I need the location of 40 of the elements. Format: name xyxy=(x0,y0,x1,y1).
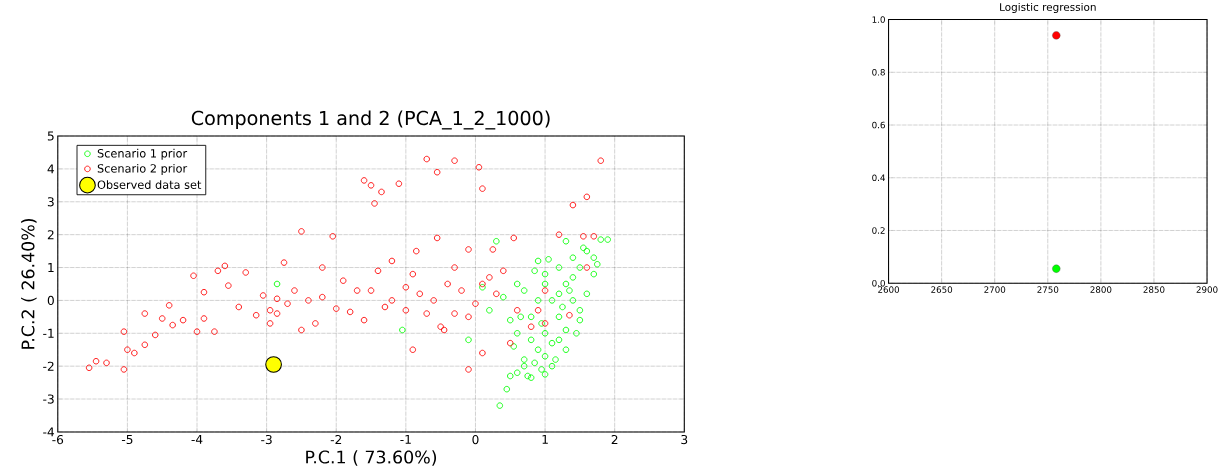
y-axis-title: P.C.2 ( 26.40%) xyxy=(21,219,37,350)
x-tick-label: -6 xyxy=(52,435,64,445)
x-tick-label: 2800 xyxy=(1090,286,1112,294)
x-tick-label: -5 xyxy=(121,435,133,445)
x-tick-label: 2 xyxy=(611,435,618,445)
x-tick-label: 2600 xyxy=(878,286,900,294)
y-tick-label: -3 xyxy=(43,394,54,404)
x-tick-label: -4 xyxy=(191,435,203,445)
y-tick-label: -1 xyxy=(43,329,54,338)
y-tick-label: -2 xyxy=(43,361,54,371)
x-axis-title: P.C.1 ( 73.60%) xyxy=(306,450,437,466)
y-tick-label: 5 xyxy=(47,131,54,141)
y-tick-label: 2 xyxy=(47,230,54,240)
x-tick-label: -3 xyxy=(261,435,272,445)
legend-label: Observed data set xyxy=(97,180,202,190)
y-tick-label: -4 xyxy=(43,427,55,437)
chart-title: Logistic regression xyxy=(1000,3,1096,14)
chart-title: Components 1 and 2 (PCA_1_2_1000) xyxy=(191,110,550,130)
x-tick-label: 2900 xyxy=(1196,286,1218,294)
x-tick-label: 2700 xyxy=(984,286,1006,294)
legend-label: Scenario 2 prior xyxy=(97,164,188,176)
y-tick-label: 0.6 xyxy=(872,121,885,129)
y-tick-label: 0.0 xyxy=(872,280,885,287)
x-tick-label: 2650 xyxy=(931,286,953,294)
y-tick-label: 0.8 xyxy=(872,69,885,76)
x-tick-label: 2750 xyxy=(1037,286,1059,294)
x-tick-label: 0 xyxy=(472,435,479,445)
y-tick-label: 1 xyxy=(48,263,54,273)
y-tick-label: 1.0 xyxy=(872,16,885,24)
x-tick-label: 2850 xyxy=(1143,286,1165,294)
legend-label: Scenario 1 prior xyxy=(97,149,188,160)
y-tick-label: 4 xyxy=(47,164,55,174)
x-tick-label: -2 xyxy=(330,435,342,445)
y-tick-label: 3 xyxy=(47,197,54,207)
y-tick-label: 0 xyxy=(47,296,54,306)
y-tick-label: 0.4 xyxy=(872,174,885,182)
x-tick-label: -1 xyxy=(400,435,411,445)
y-tick-label: 0.2 xyxy=(872,227,885,234)
x-tick-label: 1 xyxy=(542,435,548,445)
x-tick-label: 3 xyxy=(681,435,688,445)
